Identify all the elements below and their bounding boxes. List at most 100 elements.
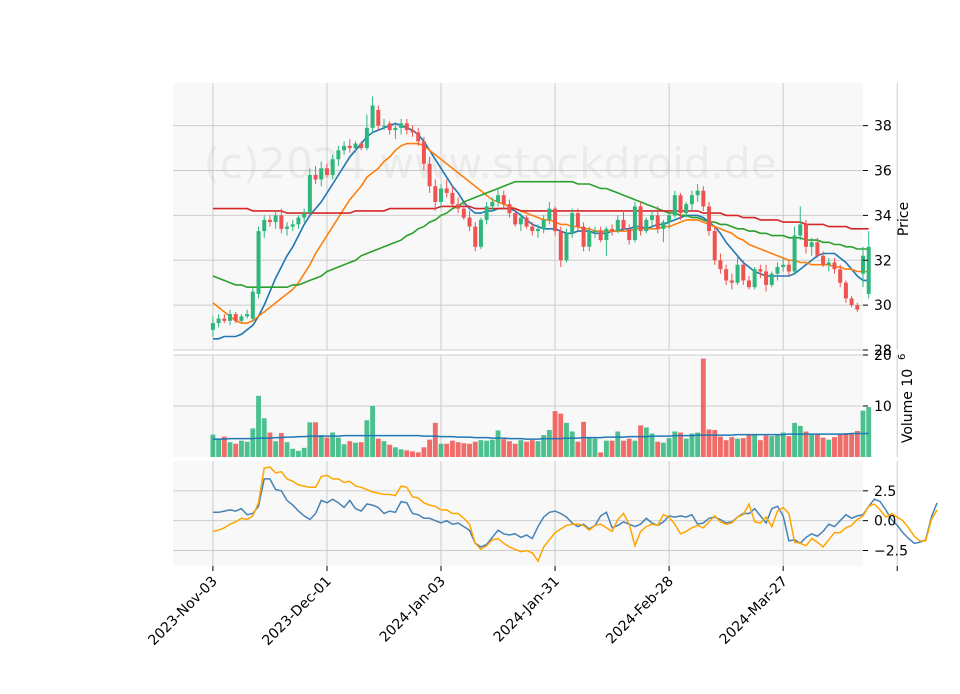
volume-bar xyxy=(210,434,216,457)
volume-bar xyxy=(296,450,301,457)
volume-bar xyxy=(358,442,364,457)
volume-bar xyxy=(444,443,450,457)
candle xyxy=(695,183,700,202)
candle xyxy=(410,125,415,137)
candle-body xyxy=(849,298,854,306)
volume-bar xyxy=(541,435,547,457)
candle-body xyxy=(632,206,637,241)
candle-body xyxy=(342,145,347,151)
candle-body xyxy=(707,206,712,232)
volume-bar xyxy=(284,442,290,457)
volume-bar xyxy=(410,451,415,457)
candle xyxy=(792,226,797,274)
candle-body xyxy=(324,168,329,175)
candle-body xyxy=(786,264,791,272)
candle xyxy=(541,215,546,234)
candle xyxy=(302,208,307,223)
candle-body xyxy=(513,213,518,225)
volume-bar xyxy=(421,447,427,457)
y-tick-label: 28 xyxy=(874,343,892,359)
volume-bar xyxy=(364,420,370,457)
candle-body xyxy=(210,323,215,330)
candle xyxy=(364,114,369,151)
volume-bar xyxy=(330,432,336,457)
candle-body xyxy=(638,206,643,232)
candle-body xyxy=(456,204,461,209)
candle xyxy=(490,197,495,211)
sma_mid-line xyxy=(212,142,869,324)
candle xyxy=(296,215,301,229)
volume-bar xyxy=(449,440,455,457)
volume-bar xyxy=(478,440,484,457)
candle xyxy=(570,208,575,238)
volume-average-line xyxy=(212,432,869,440)
candle xyxy=(507,199,512,218)
candle-body xyxy=(478,219,483,247)
candle xyxy=(444,179,449,198)
candle-body xyxy=(775,266,780,274)
x-tick-label: 2024-Jan-03 xyxy=(377,574,449,646)
candle xyxy=(627,224,632,245)
candle xyxy=(587,226,592,252)
candle xyxy=(228,309,233,326)
candle xyxy=(524,215,529,229)
volume-bar xyxy=(832,437,837,457)
candle xyxy=(661,219,666,243)
volume-bar xyxy=(809,434,815,457)
y-tick-label: −2.5 xyxy=(874,543,908,559)
volume-bar xyxy=(740,438,746,457)
candle-body xyxy=(741,264,746,281)
volume-bar xyxy=(626,438,632,457)
volume-bar xyxy=(723,440,729,457)
candle-body xyxy=(393,127,398,131)
candle-body xyxy=(467,217,472,227)
candle-body xyxy=(416,132,421,142)
volume-bar xyxy=(507,441,512,457)
volume-bar xyxy=(786,436,792,457)
candle-body xyxy=(256,231,261,294)
volume-bar xyxy=(775,434,780,457)
volume-bar xyxy=(820,437,826,457)
volume-bar xyxy=(729,437,735,457)
candle-body xyxy=(330,159,335,175)
candle-body xyxy=(684,204,689,214)
candle xyxy=(501,190,506,209)
candle-body xyxy=(570,213,575,234)
candle-body xyxy=(404,123,409,131)
candle-body xyxy=(672,195,677,216)
x-tick-label: 2024-Mar-27 xyxy=(717,574,791,648)
volume-bar xyxy=(256,395,261,457)
volume-bar xyxy=(524,441,529,457)
volume-bar xyxy=(757,440,763,457)
candle-body xyxy=(592,231,597,233)
candle-body xyxy=(302,213,307,218)
candle-body xyxy=(821,255,826,265)
candle-body xyxy=(228,314,233,321)
candle xyxy=(376,105,381,131)
candle-body xyxy=(410,130,415,133)
candle-body xyxy=(421,141,426,164)
candle xyxy=(678,192,683,220)
volume-bar xyxy=(227,442,233,457)
volume-bar xyxy=(581,421,587,457)
candle xyxy=(433,179,438,211)
candle-body xyxy=(233,314,238,321)
candle-body xyxy=(832,262,837,270)
candle xyxy=(513,208,518,227)
candle xyxy=(530,222,535,236)
candle xyxy=(404,118,409,135)
y-tick-label: 32 xyxy=(874,253,892,269)
candle-body xyxy=(535,228,540,232)
candle xyxy=(575,208,580,232)
volume-bar xyxy=(752,434,758,457)
candle-body xyxy=(752,269,757,288)
candle xyxy=(621,210,626,232)
candle-body xyxy=(307,174,312,214)
candle-body xyxy=(792,235,797,272)
volume-bar xyxy=(313,422,318,457)
candle-body xyxy=(746,280,751,288)
candle xyxy=(427,157,432,193)
candle xyxy=(758,264,763,279)
volume-bar xyxy=(564,422,569,457)
candle-body xyxy=(695,190,700,196)
